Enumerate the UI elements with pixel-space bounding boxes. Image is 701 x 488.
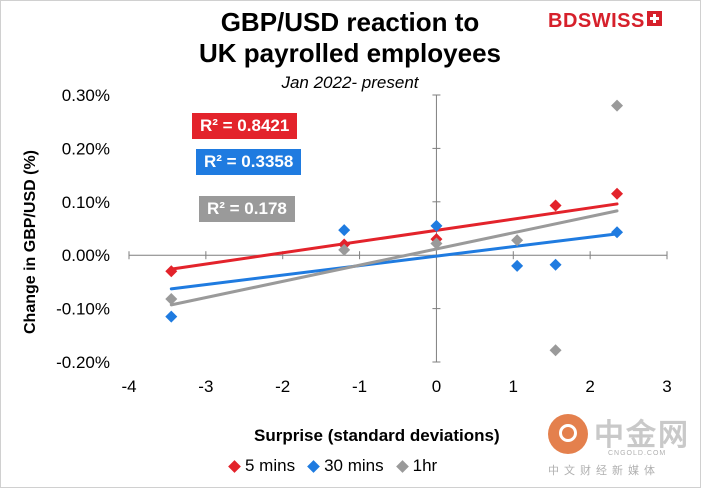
chart-title-line1: GBP/USD reaction to	[220, 7, 480, 37]
watermark-tagline: 中文财经新媒体	[548, 464, 660, 477]
point-s1-5	[611, 226, 624, 239]
trendline-1	[169, 232, 619, 291]
r2-label-1hr: R² = 0.178	[199, 196, 295, 222]
x-tick-label-5: 1	[509, 377, 518, 396]
watermark-url: CNGOLD.COM	[608, 450, 667, 457]
x-tick-label-6: 2	[585, 377, 594, 396]
y-tick-label-2: 0.10%	[62, 193, 110, 212]
legend-item-1hr: 1hr	[395, 456, 438, 476]
x-tick-label-7: 3	[662, 377, 671, 396]
point-s1-3	[511, 259, 524, 272]
r2-label-30-mins: R² = 0.3358	[196, 149, 302, 175]
legend-marker-5-mins	[228, 459, 241, 473]
x-tick-label-3: -1	[352, 377, 367, 396]
y-tick-label-5: -0.20%	[56, 353, 110, 372]
point-s1-4	[549, 258, 562, 271]
chart-subtitle: Jan 2022- present	[281, 73, 419, 92]
legend: 5 mins 30 mins 1hr	[228, 456, 438, 476]
trendline-0	[169, 202, 619, 271]
y-tick-label-0: 0.30%	[62, 86, 110, 105]
point-s0-3	[549, 199, 562, 212]
swiss-cross-icon	[646, 11, 662, 27]
point-s1-2	[430, 219, 443, 232]
trendline-2	[169, 209, 619, 307]
logo-text-bd: BD	[548, 10, 578, 32]
chart-title-line2: UK payrolled employees	[199, 38, 501, 68]
point-s0-4	[611, 187, 624, 200]
point-s2-2	[430, 237, 443, 250]
legend-item-5-mins: 5 mins	[228, 456, 296, 476]
point-s2-5	[611, 99, 624, 112]
point-s1-0	[165, 310, 178, 323]
point-s2-4	[549, 344, 562, 357]
point-s0-0	[165, 265, 178, 278]
legend-item-30-mins: 30 mins	[307, 456, 384, 476]
legend-label-30-mins: 30 mins	[324, 456, 384, 475]
y-tick-label-3: 0.00%	[62, 246, 110, 265]
watermark-name: 中金网	[594, 418, 690, 453]
tick-labels: -4 -3 -2 -1 0 1 2 3 0.30% 0.20% 0.10% 0.00% -0.10% -0…	[56, 86, 672, 396]
legend-marker-30-mins	[307, 459, 320, 473]
bdswiss-logo: BDSWISS	[548, 10, 662, 33]
legend-label-1hr: 1hr	[412, 456, 438, 475]
x-tick-label-4: 0	[432, 377, 441, 396]
x-tick-label-2: -2	[275, 377, 290, 396]
logo-text-swiss: SWISS	[577, 10, 645, 32]
point-s1-1	[338, 224, 351, 237]
data-points	[165, 99, 624, 357]
r2-label-5-mins: R² = 0.8421	[192, 113, 298, 139]
trendlines	[169, 202, 619, 307]
x-tick-label-1: -3	[198, 377, 213, 396]
point-s2-0	[165, 292, 178, 305]
cngold-watermark: 中金网 CNGOLD.COM 中文财经新媒体	[548, 410, 698, 486]
legend-marker-1hr	[395, 459, 409, 473]
y-tick-label-1: 0.20%	[62, 139, 110, 158]
point-s2-3	[511, 234, 524, 247]
x-tick-label-0: -4	[121, 377, 136, 396]
point-s2-1	[338, 243, 351, 256]
legend-label-5-mins: 5 mins	[245, 456, 296, 475]
y-tick-label-4: -0.10%	[56, 300, 110, 319]
x-axis-label: Surprise (standard deviations)	[254, 426, 500, 445]
cngold-logo-icon	[548, 414, 588, 454]
